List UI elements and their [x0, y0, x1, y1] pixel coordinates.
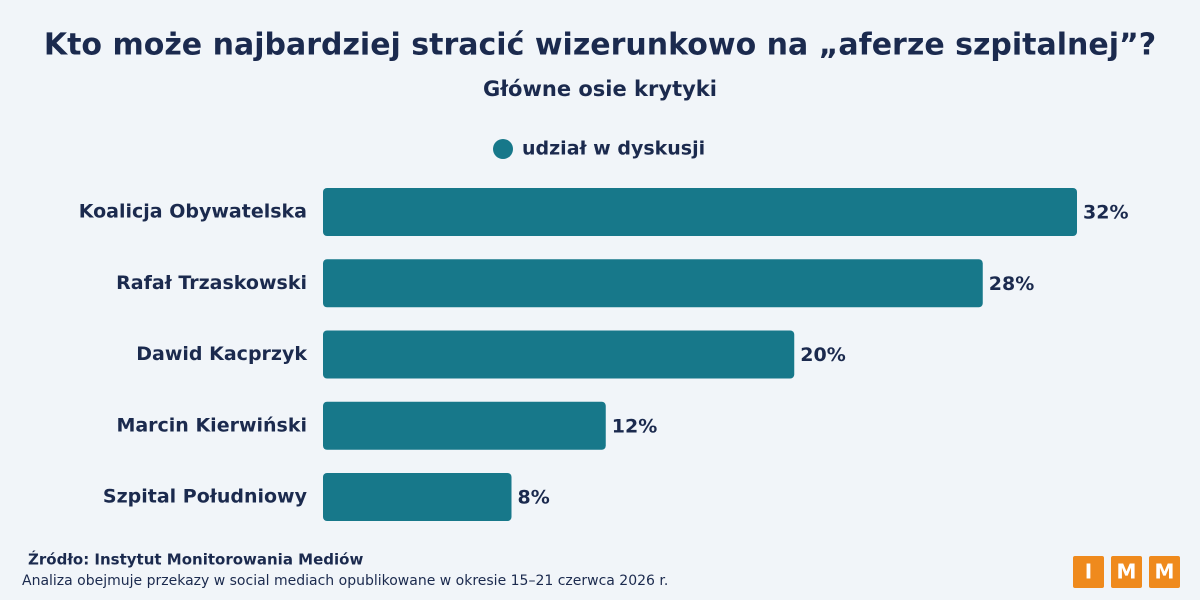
legend-label: udział w dyskusji — [522, 138, 705, 160]
logo-letter: I — [1085, 560, 1092, 584]
category-label: Koalicja Obywatelska — [79, 201, 307, 223]
source: Źródło: Instytut Monitorowania Mediów — [28, 550, 363, 569]
value-label: 20% — [800, 344, 845, 366]
value-label: 32% — [1083, 202, 1128, 224]
logo-letter: M — [1117, 560, 1137, 584]
chart-title: Kto może najbardziej stracić wizerunkowo… — [44, 28, 1156, 63]
note: Analiza obejmuje przekazy w social media… — [22, 573, 668, 589]
bar — [323, 188, 1077, 236]
value-label: 28% — [989, 273, 1034, 295]
bar — [323, 330, 795, 379]
value-label: 8% — [518, 487, 550, 509]
category-label: Rafał Trzaskowski — [116, 272, 307, 294]
category-label: Marcin Kierwiński — [116, 414, 307, 436]
category-label: Dawid Kacprzyk — [136, 343, 307, 365]
bar — [323, 259, 983, 308]
logo-box — [1111, 556, 1142, 588]
legend-marker — [493, 139, 513, 159]
chart-subtitle: Główne osie krytyki — [483, 77, 717, 101]
value-label: 12% — [612, 415, 657, 437]
logo-box — [1149, 556, 1180, 588]
category-label: Szpital Południowy — [103, 486, 308, 508]
logo-letter: M — [1155, 560, 1175, 584]
bar — [323, 401, 606, 450]
bar — [323, 473, 512, 521]
logo-box — [1073, 556, 1104, 588]
